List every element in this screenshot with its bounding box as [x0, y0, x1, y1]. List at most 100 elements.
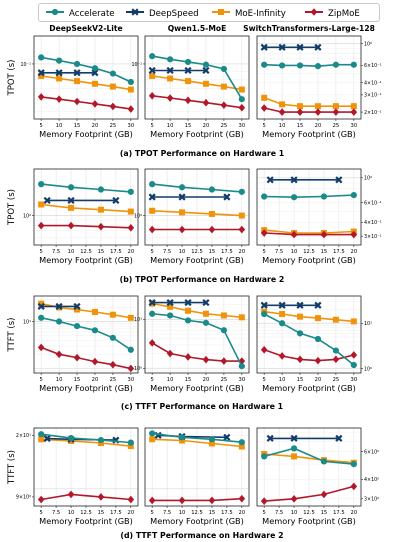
chart-panel: 5 7.5 10 12.5 15 17.5 20 6×10⁰ 4×10⁰ 3×10⁰ Memory … — [256, 427, 379, 526]
data-point — [350, 230, 358, 239]
x-tick-label: 5 — [151, 249, 154, 255]
data-point — [55, 69, 63, 77]
data-point — [220, 83, 227, 90]
x-axis-label: Memory Footprint (GB) — [262, 255, 356, 265]
series-line — [41, 75, 131, 91]
data-point — [166, 66, 174, 75]
data-point — [127, 439, 134, 446]
data-point — [166, 299, 174, 307]
data-point — [202, 319, 210, 326]
data-point — [149, 53, 156, 60]
x-tick-label: 12.5 — [303, 249, 315, 255]
series-accelerate — [261, 310, 357, 369]
series-deepspeed — [260, 43, 322, 51]
series-line — [41, 224, 131, 229]
grid — [34, 296, 138, 374]
x-tick-label: 20 — [203, 123, 210, 129]
data-point — [223, 193, 231, 201]
x-tick-label: 25 — [221, 377, 228, 383]
x-tick-label: 10 — [68, 510, 75, 516]
legend-label: DeepSpeed — [149, 9, 199, 19]
data-point — [290, 445, 298, 452]
x-tick-label: 30 — [128, 123, 135, 129]
data-point — [238, 363, 245, 370]
data-point — [55, 95, 63, 103]
series-line — [264, 485, 355, 502]
x-tick-label: 30 — [351, 123, 358, 129]
series-line — [263, 313, 355, 366]
x-tick-label: 15 — [98, 249, 105, 255]
data-point — [73, 353, 81, 362]
series-deepspeed — [266, 434, 343, 442]
x-tick-label: 17.5 — [333, 510, 345, 516]
data-point — [38, 436, 45, 443]
series-zipmoe — [148, 225, 246, 234]
series-accelerate — [149, 310, 245, 370]
x-tick-label: 5 — [40, 377, 43, 383]
series-line — [151, 342, 242, 362]
x-tick-label: 20 — [128, 510, 135, 516]
data-point — [38, 181, 45, 188]
legend-marker — [310, 8, 318, 16]
data-point — [261, 193, 268, 200]
data-point — [278, 352, 286, 360]
y-tick-label: 2×10⁻¹ — [364, 110, 382, 116]
data-point — [91, 65, 99, 72]
data-point — [38, 300, 45, 307]
chart-panel: SwitchTransformers-Large-128 5 10 15 20 25 30 1… — [243, 24, 382, 139]
series-line — [152, 432, 242, 443]
data-point — [97, 206, 104, 213]
chart-panel: 5 10 15 20 25 30 10¹ 10⁰ Memory Footprint (GB) — [256, 295, 372, 393]
series-deepspeed — [37, 69, 99, 77]
legend-entry: ZipMoE — [305, 8, 360, 19]
x-axis-label: Memory Footprint (GB) — [150, 516, 244, 526]
series-accelerate — [38, 431, 134, 446]
y-tick-label: 9×10⁰ — [16, 495, 31, 501]
grid — [34, 168, 138, 246]
y-tick-label: 10¹ — [364, 321, 372, 327]
x-axis-label: Memory Footprint (GB) — [262, 516, 356, 526]
x-tick-label: 30 — [239, 123, 246, 129]
series-line — [41, 183, 131, 193]
x-tick-label: 5 — [40, 510, 43, 516]
x-tick-label: 7.5 — [52, 249, 60, 255]
series-deepspeed — [260, 301, 322, 309]
x-tick-label: 20 — [351, 249, 358, 255]
x-tick-label: 5 — [151, 377, 154, 383]
data-point — [73, 60, 81, 68]
legend-label: Accelerate — [69, 9, 115, 19]
data-point — [266, 434, 274, 442]
data-point — [74, 78, 81, 85]
series-zipmoe — [260, 482, 358, 505]
x-tick-label: 12.5 — [191, 510, 203, 516]
data-point — [297, 313, 304, 320]
data-point — [320, 193, 328, 200]
data-point — [208, 186, 216, 193]
x-axis-label: Memory Footprint (GB) — [39, 129, 133, 139]
data-point — [184, 353, 192, 361]
chart-panel: DeepSeekV2-Lite 5 10 15 20 25 30 10⁻¹ Memory Foo… — [20, 24, 139, 139]
series-line — [264, 63, 354, 68]
data-point — [238, 188, 245, 195]
group-caption: (c) TTFT Performance on Hardware 1 — [121, 402, 283, 411]
data-point — [296, 355, 304, 364]
data-point — [178, 225, 186, 234]
x-tick-label: 12.5 — [303, 510, 315, 516]
y-tick-label: 10⁻¹ — [20, 62, 31, 68]
series-zipmoe — [260, 104, 358, 116]
x-tick-label: 10 — [167, 123, 174, 129]
plot-frame — [144, 35, 250, 120]
plot-frame — [256, 295, 362, 374]
data-point — [350, 482, 358, 491]
x-tick-label: 25 — [110, 377, 117, 383]
series-deepspeed — [37, 302, 81, 310]
x-tick-label: 10 — [291, 510, 298, 516]
series-line — [41, 433, 131, 444]
data-point — [178, 496, 186, 505]
data-point — [314, 108, 322, 116]
x-tick-label: 20 — [315, 377, 322, 383]
series-line — [41, 203, 131, 213]
data-point — [37, 93, 45, 101]
plot-frame — [256, 35, 362, 120]
data-point — [332, 347, 339, 354]
